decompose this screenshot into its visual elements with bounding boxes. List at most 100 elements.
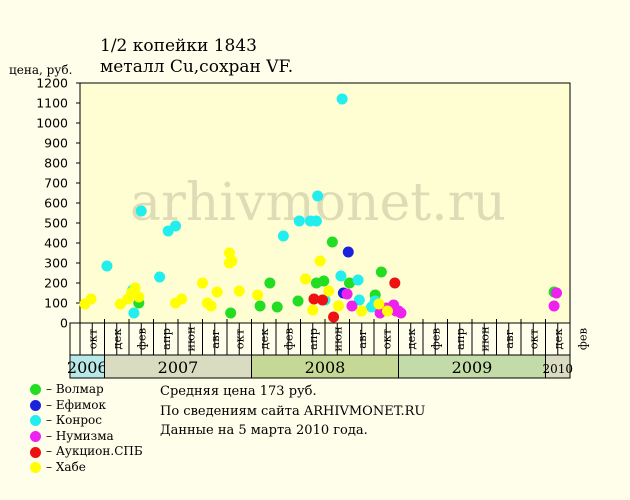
y-tick-label: 200 [44,276,68,291]
y-tick-label: 0 [60,316,68,331]
data-point [375,266,387,278]
data-point [328,311,340,323]
y-tick-label: 500 [44,216,68,231]
data-point [292,295,304,307]
y-tick-label: 600 [44,196,68,211]
month-label: июн [477,326,491,352]
month-label: фев [281,328,295,350]
data-point [307,304,319,316]
month-label: авг [502,329,516,348]
data-point [264,277,276,289]
month-label: дек [110,328,124,350]
month-label: окт [85,329,99,349]
data-point [335,270,347,282]
legend-marker [30,384,41,396]
legend-label: – Хабе [46,459,86,474]
data-point [154,271,166,283]
data-point [381,305,393,317]
data-point [318,275,330,287]
source-text: По сведениям сайта ARHIVMONET.RU [160,403,426,419]
data-point [356,305,368,317]
data-point [323,285,335,297]
data-point [373,298,385,310]
price-chart: 1/2 копейки 1843 металл Cu,сохран VF. це… [9,36,589,379]
data-point [310,215,322,227]
year-label: 2006 [67,358,108,377]
month-label: авг [355,329,369,348]
month-label: апр [159,328,173,350]
data-point [551,287,563,299]
y-tick-label: 1100 [36,96,68,111]
y-tick-label: 400 [44,236,68,251]
month-label: июн [183,326,197,352]
data-point [85,293,97,305]
data-point [271,301,283,313]
month-label: июн [330,326,344,352]
legend-label: – Конрос [46,413,102,428]
data-point [352,274,364,286]
data-point [211,286,223,298]
legend-item: – Хабе [30,460,143,476]
month-label: дек [257,328,271,350]
y-tick-label: 1200 [36,76,68,91]
data-point [252,289,264,301]
y-tick-label: 1000 [36,116,68,131]
legend-item: – Конрос [30,413,143,429]
month-label: окт [526,329,540,349]
data-point [129,282,141,294]
data-point [233,285,245,297]
data-point [299,273,311,285]
data-point [205,300,217,312]
data-point [128,307,140,319]
y-tick-label: 100 [44,296,68,311]
month-label: окт [232,329,246,349]
month-label: фев [575,328,589,350]
legend-label: – Волмар [46,382,104,396]
legend-item: – Нумизма [30,429,143,445]
legend: – Волмар – Ефимок – Конрос – Нумизма – А… [30,382,143,476]
data-point [341,288,353,300]
data-point [548,300,560,312]
data-point [277,230,289,242]
month-label: дек [404,328,418,350]
y-tick-label: 700 [44,176,68,191]
data-point [336,93,348,105]
data-point [197,277,208,289]
legend-label: – Нумизма [46,428,114,443]
data-point [346,300,358,312]
data-point [176,293,188,305]
data-point [389,277,401,289]
data-point [293,215,305,227]
month-label: апр [306,328,320,350]
y-axis-label: цена, руб. [9,63,72,77]
data-point [326,236,338,248]
data-point [317,294,329,306]
data-point [101,260,113,272]
legend-item: – Волмар [30,382,143,398]
legend-label: – Аукцион.СПБ [46,444,143,459]
data-point [353,294,365,306]
data-point [170,220,182,232]
data-point [254,300,266,312]
month-label: дек [551,328,565,350]
month-label: фев [428,328,442,350]
data-point [332,300,344,312]
legend-marker [30,446,41,458]
legend-label: – Ефимок [46,397,107,412]
data-point [312,190,324,202]
info-block: Средняя цена 173 руб. По сведениям сайта… [160,382,425,441]
date-text: Данные на 5 марта 2010 года. [160,423,368,438]
data-point [314,255,326,267]
y-tick-label: 900 [44,136,68,151]
year-label: 2007 [158,358,199,377]
data-point [342,246,354,258]
data-point [226,255,238,267]
legend-item: – Аукцион.СПБ [30,444,143,460]
legend-marker [30,415,41,427]
month-label: окт [379,329,393,349]
year-label: 2009 [452,358,493,377]
data-point [395,307,407,319]
average-price-text: Средняя цена 173 руб. [160,384,317,399]
chart-title-line2: металл Cu,сохран VF. [100,57,293,77]
legend-marker [30,399,41,411]
